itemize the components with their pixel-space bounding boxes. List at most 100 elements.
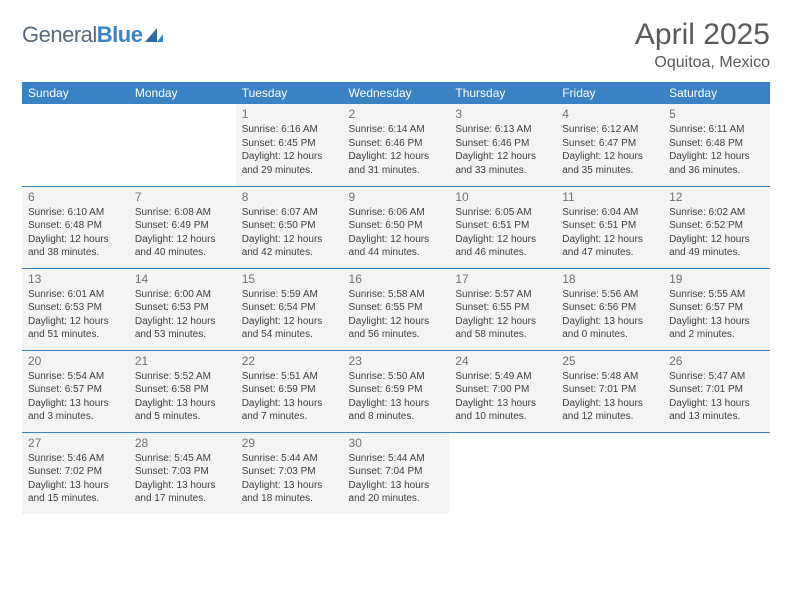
day-number: 23 [349,354,444,368]
page-title: April 2025 [635,18,770,52]
calendar-week: 13Sunrise: 6:01 AMSunset: 6:53 PMDayligh… [22,268,770,350]
day-info: Sunrise: 5:57 AMSunset: 6:55 PMDaylight:… [455,288,550,342]
calendar-day: 11 Sunrise: 6:04 AMSunset: 6:51 PMDayligh… [556,186,663,268]
day-number: 18 [562,272,657,286]
day-info: Sunrise: 5:55 AMSunset: 6:57 PMDaylight:… [669,288,764,342]
calendar-day: 16Sunrise: 5:58 AMSunset: 6:55 PMDayligh… [343,268,450,350]
day-number: 19 [669,272,764,286]
day-number: 12 [669,190,764,204]
day-number: 1 [242,107,337,121]
calendar-week: 1Sunrise: 6:16 AMSunset: 6:45 PMDaylight… [22,104,770,186]
day-number: 6 [28,190,123,204]
title-block: April 2025 Oquitoa, Mexico [635,18,770,72]
day-info: Sunrise: 5:50 AMSunset: 6:59 PMDaylight:… [349,370,444,424]
day-number: 29 [242,436,337,450]
day-info: Sunrise: 5:51 AMSunset: 6:59 PMDaylight:… [242,370,337,424]
calendar-table: SundayMondayTuesdayWednesdayThursdayFrid… [22,82,770,514]
empty-cell [22,104,129,186]
day-info: Sunrise: 6:14 AMSunset: 6:46 PMDaylight:… [349,123,444,177]
day-number: 2 [349,107,444,121]
day-info: Sunrise: 5:49 AMSunset: 7:00 PMDaylight:… [455,370,550,424]
calendar-day: 19 Sunrise: 5:55 AMSunset: 6:57 PMDayligh… [663,268,770,350]
day-number: 27 [28,436,123,450]
day-number: 26 [669,354,764,368]
empty-cell [663,432,770,514]
day-number: 17 [455,272,550,286]
day-info: Sunrise: 5:48 AMSunset: 7:01 PMDaylight:… [562,370,657,424]
header: GeneralBlue April 2025 Oquitoa, Mexico [22,18,770,72]
calendar-week: 6 Sunrise: 6:10 AMSunset: 6:48 PMDaylight… [22,186,770,268]
day-number: 14 [135,272,230,286]
day-number: 28 [135,436,230,450]
day-info: Sunrise: 6:00 AMSunset: 6:53 PMDaylight:… [135,288,230,342]
logo-text: GeneralBlue [22,22,142,48]
calendar-day: 24 Sunrise: 5:49 AMSunset: 7:00 PMDayligh… [449,350,556,432]
day-info: Sunrise: 6:13 AMSunset: 6:46 PMDaylight:… [455,123,550,177]
day-info: Sunrise: 5:54 AMSunset: 6:57 PMDaylight:… [28,370,123,424]
calendar-day: 10Sunrise: 6:05 AMSunset: 6:51 PMDayligh… [449,186,556,268]
calendar-day: 21 Sunrise: 5:52 AMSunset: 6:58 PMDayligh… [129,350,236,432]
day-header: Tuesday [236,82,343,104]
calendar-day: 18 Sunrise: 5:56 AMSunset: 6:56 PMDayligh… [556,268,663,350]
logo-part1: General [22,22,97,47]
calendar-day: 26 Sunrise: 5:47 AMSunset: 7:01 PMDayligh… [663,350,770,432]
calendar-day: 23 Sunrise: 5:50 AMSunset: 6:59 PMDayligh… [343,350,450,432]
calendar-day: 9Sunrise: 6:06 AMSunset: 6:50 PMDaylight… [343,186,450,268]
calendar-day: 4Sunrise: 6:12 AMSunset: 6:47 PMDaylight… [556,104,663,186]
day-header: Friday [556,82,663,104]
day-info: Sunrise: 5:47 AMSunset: 7:01 PMDaylight:… [669,370,764,424]
day-number: 30 [349,436,444,450]
calendar-day: 2 Sunrise: 6:14 AMSunset: 6:46 PMDaylight… [343,104,450,186]
day-info: Sunrise: 6:12 AMSunset: 6:47 PMDaylight:… [562,123,657,177]
calendar-day: 17 Sunrise: 5:57 AMSunset: 6:55 PMDayligh… [449,268,556,350]
day-info: Sunrise: 5:52 AMSunset: 6:58 PMDaylight:… [135,370,230,424]
calendar-day: 3 Sunrise: 6:13 AMSunset: 6:46 PMDaylight… [449,104,556,186]
day-header: Sunday [22,82,129,104]
calendar-day: 12 Sunrise: 6:02 AMSunset: 6:52 PMDayligh… [663,186,770,268]
day-info: Sunrise: 5:45 AMSunset: 7:03 PMDaylight:… [135,452,230,506]
calendar-day: 7 Sunrise: 6:08 AMSunset: 6:49 PMDaylight… [129,186,236,268]
calendar-day: 29 Sunrise: 5:44 AMSunset: 7:03 PMDayligh… [236,432,343,514]
day-number: 25 [562,354,657,368]
day-header: Thursday [449,82,556,104]
day-number: 20 [28,354,123,368]
day-info: Sunrise: 5:59 AMSunset: 6:54 PMDaylight:… [242,288,337,342]
calendar-week: 20 Sunrise: 5:54 AMSunset: 6:57 PMDayligh… [22,350,770,432]
day-header: Wednesday [343,82,450,104]
day-info: Sunrise: 5:46 AMSunset: 7:02 PMDaylight:… [28,452,123,506]
day-number: 11 [562,190,657,204]
day-number: 22 [242,354,337,368]
day-number: 10 [455,190,550,204]
day-info: Sunrise: 6:11 AMSunset: 6:48 PMDaylight:… [669,123,764,177]
day-number: 8 [242,190,337,204]
day-info: Sunrise: 6:02 AMSunset: 6:52 PMDaylight:… [669,206,764,260]
day-info: Sunrise: 5:44 AMSunset: 7:04 PMDaylight:… [349,452,444,506]
empty-cell [449,432,556,514]
sail-icon [145,28,163,42]
day-number: 7 [135,190,230,204]
day-number: 3 [455,107,550,121]
day-info: Sunrise: 5:44 AMSunset: 7:03 PMDaylight:… [242,452,337,506]
logo-part2: Blue [97,22,143,47]
calendar-day: 28 Sunrise: 5:45 AMSunset: 7:03 PMDayligh… [129,432,236,514]
empty-cell [556,432,663,514]
day-info: Sunrise: 6:08 AMSunset: 6:49 PMDaylight:… [135,206,230,260]
calendar-day: 13Sunrise: 6:01 AMSunset: 6:53 PMDayligh… [22,268,129,350]
day-info: Sunrise: 6:04 AMSunset: 6:51 PMDaylight:… [562,206,657,260]
calendar-day: 22 Sunrise: 5:51 AMSunset: 6:59 PMDayligh… [236,350,343,432]
calendar-day: 6 Sunrise: 6:10 AMSunset: 6:48 PMDaylight… [22,186,129,268]
day-header-row: SundayMondayTuesdayWednesdayThursdayFrid… [22,82,770,104]
calendar-day: 27 Sunrise: 5:46 AMSunset: 7:02 PMDayligh… [22,432,129,514]
calendar-day: 1Sunrise: 6:16 AMSunset: 6:45 PMDaylight… [236,104,343,186]
day-info: Sunrise: 6:10 AMSunset: 6:48 PMDaylight:… [28,206,123,260]
calendar-day: 5Sunrise: 6:11 AMSunset: 6:48 PMDaylight… [663,104,770,186]
day-header: Monday [129,82,236,104]
calendar-day: 15Sunrise: 5:59 AMSunset: 6:54 PMDayligh… [236,268,343,350]
day-number: 24 [455,354,550,368]
day-number: 21 [135,354,230,368]
calendar-day: 14 Sunrise: 6:00 AMSunset: 6:53 PMDayligh… [129,268,236,350]
day-info: Sunrise: 5:56 AMSunset: 6:56 PMDaylight:… [562,288,657,342]
calendar-day: 25 Sunrise: 5:48 AMSunset: 7:01 PMDayligh… [556,350,663,432]
day-info: Sunrise: 5:58 AMSunset: 6:55 PMDaylight:… [349,288,444,342]
day-header: Saturday [663,82,770,104]
